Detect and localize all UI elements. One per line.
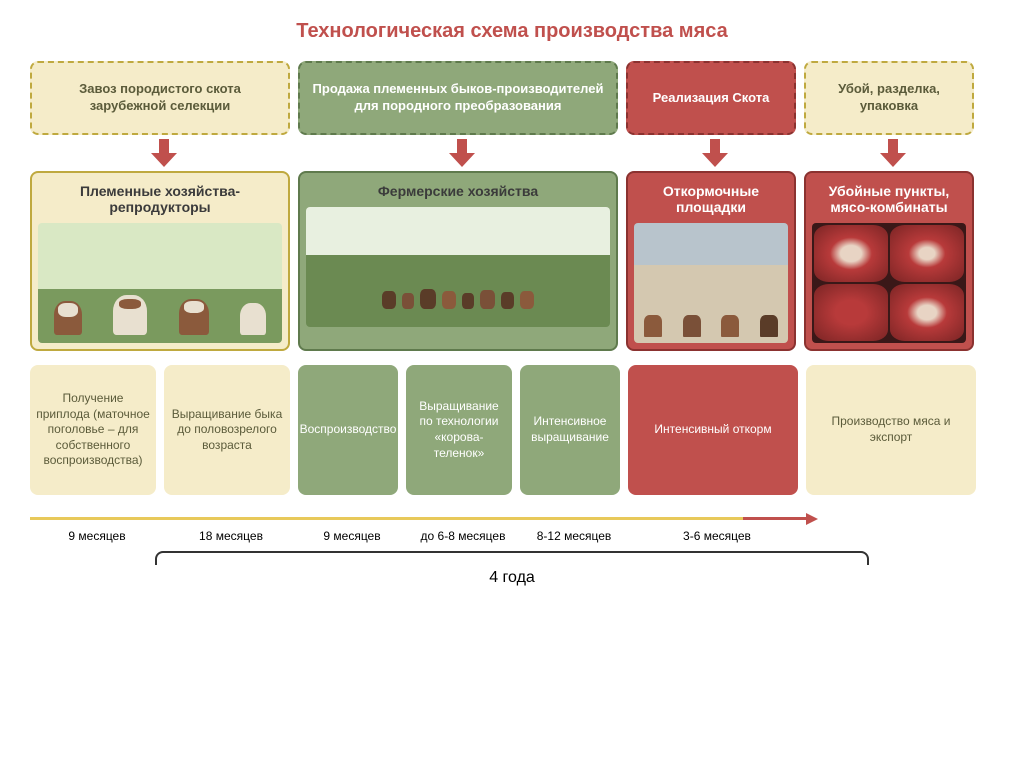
bottom-box-raising-bull: Выращивание быка до половозрелого возрас… — [164, 365, 290, 495]
image-meat-cuts — [812, 223, 966, 343]
arrow-down-icon — [447, 139, 477, 167]
timeline-line-1 — [30, 517, 743, 520]
top-box-import: Завоз породистого скота зарубежной селек… — [30, 61, 290, 135]
arrow-down-icon — [878, 139, 908, 167]
bottom-box-offspring: Получение приплода (маточное поголовье –… — [30, 365, 156, 495]
card-header-breeding: Племенные хозяйства-репродукторы — [38, 179, 282, 223]
arrow-down-icon — [700, 139, 730, 167]
month-label: 18 месяцев — [164, 529, 298, 543]
month-label: до 6-8 месяцев — [406, 529, 520, 543]
arrow-row — [30, 139, 994, 167]
bottom-box-intensive-feed: Интенсивный откорм — [628, 365, 798, 495]
card-header-feedlot: Откормочные площадки — [634, 179, 788, 223]
months-row: 9 месяцев18 месяцев9 месяцевдо 6-8 месяц… — [30, 517, 994, 543]
timeline-arrow-icon — [806, 513, 818, 525]
card-feedlot: Откормочные площадки — [626, 171, 796, 351]
top-box-sale: Продажа племенных быков-производителей д… — [298, 61, 618, 135]
brace — [155, 551, 868, 565]
timeline: 9 месяцев18 месяцев9 месяцевдо 6-8 месяц… — [30, 517, 994, 587]
month-label: 9 месяцев — [298, 529, 406, 543]
bottom-box-cow-calf: Выращивание по технологии «корова-телено… — [406, 365, 512, 495]
card-header-meat: Убойные пункты, мясо-комбинаты — [812, 179, 966, 223]
top-row: Завоз породистого скота зарубежной селек… — [30, 61, 994, 135]
page-title: Технологическая схема производства мяса — [30, 20, 994, 43]
card-breeding: Племенные хозяйства-репродукторы — [30, 171, 290, 351]
image-cattle-field — [306, 207, 610, 327]
bottom-box-intensive-raise: Интенсивное выращивание — [520, 365, 620, 495]
bottom-row: Получение приплода (маточное поголовье –… — [30, 365, 994, 495]
month-label: 9 месяцев — [30, 529, 164, 543]
image-feedlot — [634, 223, 788, 343]
bottom-box-export: Производство мяса и экспорт — [806, 365, 976, 495]
month-label: 3-6 месяцев — [628, 529, 806, 543]
total-years-label: 4 года — [30, 569, 994, 587]
top-box-realization: Реализация Скота — [626, 61, 796, 135]
image-cattle-herd — [38, 223, 282, 343]
card-meat: Убойные пункты, мясо-комбинаты — [804, 171, 974, 351]
bottom-box-reproduction: Воспроизводство — [298, 365, 398, 495]
top-box-slaughter: Убой, разделка, упаковка — [804, 61, 974, 135]
card-header-farms: Фермерские хозяйства — [306, 179, 610, 207]
timeline-line-2 — [743, 517, 810, 520]
arrow-down-icon — [149, 139, 179, 167]
card-farms: Фермерские хозяйства — [298, 171, 618, 351]
card-row: Племенные хозяйства-репродукторы Фермерс… — [30, 171, 994, 351]
brace-row — [30, 551, 994, 565]
month-label: 8-12 месяцев — [520, 529, 628, 543]
